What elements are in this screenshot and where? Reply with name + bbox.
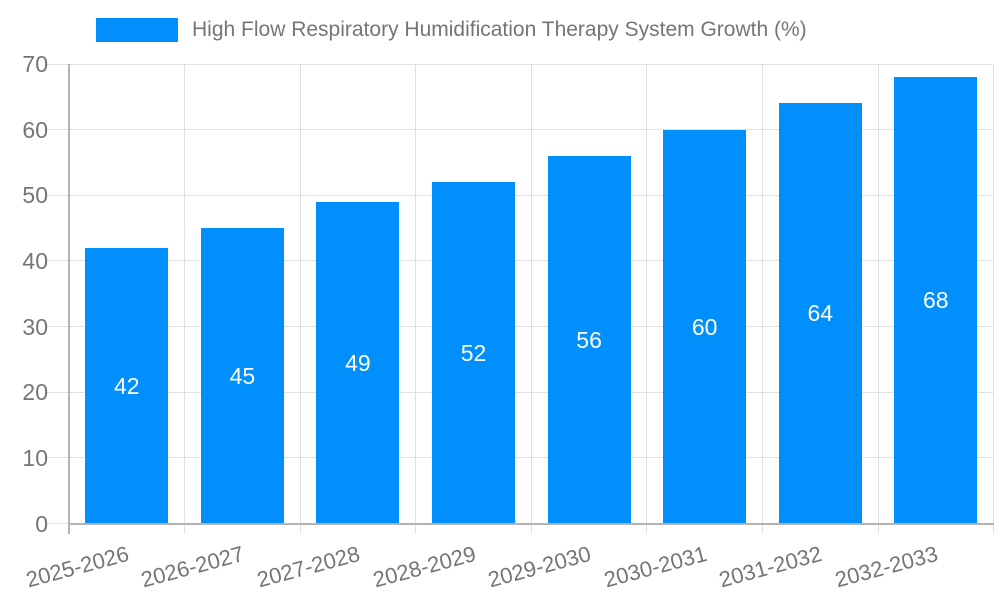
legend[interactable]: High Flow Respiratory Humidification The… — [96, 16, 807, 44]
bar[interactable] — [663, 129, 747, 524]
bar-value-label: 49 — [345, 349, 371, 376]
y-gridline — [45, 129, 994, 131]
bar[interactable] — [778, 103, 862, 524]
x-gridline — [530, 64, 532, 534]
x-gridline — [184, 64, 186, 534]
y-gridline — [45, 523, 69, 524]
y-axis-tick-label: 10 — [22, 444, 48, 471]
y-axis-tick-label: 50 — [22, 182, 48, 209]
x-gridline — [761, 64, 763, 534]
y-axis-tick-label: 0 — [35, 510, 48, 537]
x-gridline — [877, 64, 879, 534]
bar-value-label: 64 — [807, 300, 834, 327]
bar[interactable] — [547, 155, 631, 524]
bar[interactable] — [432, 182, 515, 524]
bar[interactable] — [316, 201, 400, 524]
y-axis-tick-label: 20 — [22, 379, 48, 406]
bar[interactable] — [85, 247, 169, 524]
bar-value-label: 56 — [576, 326, 602, 353]
y-gridline — [45, 194, 994, 196]
y-axis-tick-label: 60 — [22, 116, 48, 143]
x-gridline — [993, 64, 995, 534]
legend-label: High Flow Respiratory Humidification The… — [192, 18, 807, 41]
bar-value-label: 45 — [229, 362, 256, 389]
y-gridline — [45, 457, 994, 459]
y-gridline — [45, 326, 994, 328]
y-gridline — [45, 260, 994, 262]
legend-swatch — [96, 18, 178, 42]
x-gridline — [646, 64, 648, 534]
x-axis-line — [68, 522, 994, 525]
y-gridline — [45, 391, 994, 393]
y-gridline — [45, 63, 994, 65]
bar[interactable] — [894, 77, 978, 524]
y-axis-tick-label: 70 — [22, 51, 48, 77]
y-axis-tick-label: 30 — [22, 313, 48, 340]
bar-value-label: 42 — [113, 372, 140, 399]
bar-value-label: 52 — [460, 339, 487, 366]
bar[interactable] — [200, 228, 284, 524]
y-axis-line — [68, 64, 70, 534]
bar-value-label: 60 — [691, 313, 718, 340]
x-gridline — [299, 64, 301, 534]
x-gridline — [415, 64, 417, 534]
bar-value-label: 68 — [923, 287, 949, 314]
y-axis-tick-label: 40 — [22, 247, 48, 274]
